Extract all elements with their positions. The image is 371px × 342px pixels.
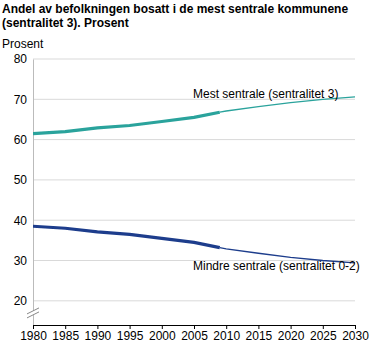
x-tick: 2030 [342, 325, 369, 342]
series-line [33, 226, 220, 247]
x-tick-label: 2025 [310, 329, 337, 342]
series-line [33, 112, 220, 133]
y-tick-label: 70 [14, 93, 28, 107]
plot-area [33, 97, 355, 263]
x-tick-label: 1985 [52, 329, 79, 342]
y-tick: 50 [14, 173, 33, 187]
x-tick: 1980 [20, 325, 47, 342]
x-tick: 2015 [246, 325, 273, 342]
x-axis: 1980 1985 1990 1995 2000 2005 2010 2015 2020 2025… [20, 325, 369, 342]
chart: Andel av befolkningen bosatt i de mest s… [0, 0, 371, 342]
y-tick: 30 [14, 254, 33, 268]
y-tick: 40 [14, 214, 33, 228]
x-tick-label: 2030 [342, 329, 369, 342]
y-axis-title: Prosent [2, 37, 44, 51]
y-tick-label: 60 [14, 133, 28, 147]
series-label: Mest sentrale (sentralitet 3) [193, 87, 338, 101]
x-tick: 1995 [117, 325, 144, 342]
y-axis: 20 30 40 50 60 70 80 [14, 52, 34, 325]
y-tick: 80 [14, 52, 33, 66]
x-tick-label: 2010 [213, 329, 240, 342]
x-tick-label: 1990 [85, 329, 112, 342]
x-tick: 2010 [213, 325, 240, 342]
y-tick-label: 20 [14, 294, 28, 308]
series-label: Mindre sentrale (sentralitet 0-2) [193, 259, 360, 273]
x-tick: 1990 [85, 325, 112, 342]
y-axis-line [33, 60, 34, 326]
x-tick: 2000 [149, 325, 176, 342]
title: Andel av befolkningen bosatt i de mest s… [2, 2, 348, 30]
y-tick: 20 [14, 294, 33, 308]
grid-line [33, 179, 355, 180]
x-tick: 2020 [278, 325, 305, 342]
x-tick-label: 2005 [181, 329, 208, 342]
grid-line [33, 59, 355, 60]
y-tick: 70 [14, 93, 33, 107]
y-tick-label: 80 [14, 52, 28, 66]
x-tick: 2005 [181, 325, 208, 342]
x-tick-label: 1995 [117, 329, 144, 342]
x-tick-label: 2020 [278, 329, 305, 342]
y-tick: 60 [14, 133, 33, 147]
y-tick-label: 50 [14, 173, 28, 187]
y-tick-label: 30 [14, 254, 28, 268]
y-tick-label: 40 [14, 214, 28, 228]
x-tick-label: 2015 [246, 329, 273, 342]
grid-line [33, 220, 355, 221]
x-tick-label: 1980 [20, 329, 47, 342]
axis-break [27, 308, 39, 318]
x-tick-label: 2000 [149, 329, 176, 342]
x-tick: 1985 [52, 325, 79, 342]
axis-break-line [27, 312, 39, 318]
grid-line [33, 300, 355, 301]
x-tick: 2025 [310, 325, 337, 342]
grid-line [33, 139, 355, 140]
